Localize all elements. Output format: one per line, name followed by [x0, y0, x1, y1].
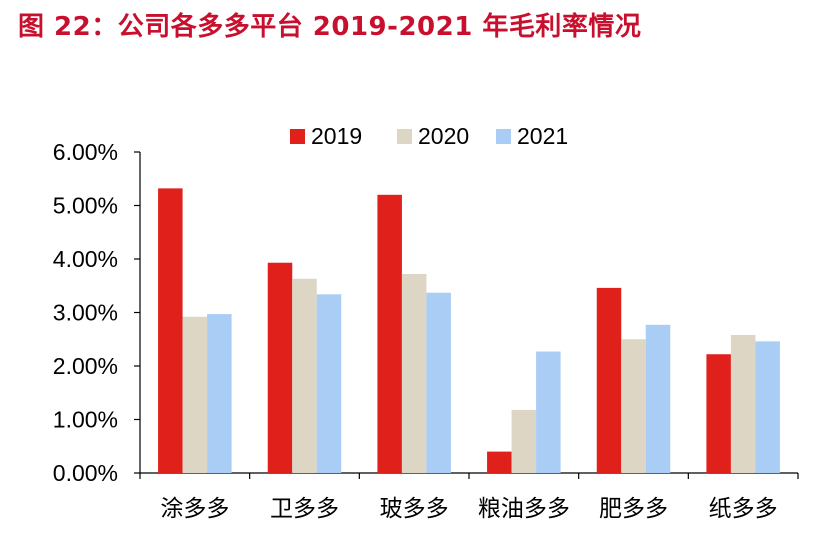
x-category-label: 卫多多: [270, 496, 339, 522]
bar-2020-6: [730, 334, 756, 473]
bar-2021-6: [755, 341, 780, 473]
legend-label-2020: 2020: [418, 123, 469, 149]
x-category-label: 纸多多: [709, 496, 778, 522]
bar-2020-5: [621, 339, 646, 473]
y-tick-label: 4.00%: [53, 246, 118, 272]
legend-label-2019: 2019: [311, 123, 362, 149]
legend: 2019 2020 2021: [290, 123, 568, 149]
chart-title: 图 22：公司各多多平台 2019-2021 年毛利率情况: [18, 12, 642, 42]
bar-2019-3: [377, 194, 402, 474]
bar-2020-4: [511, 409, 537, 473]
x-category-label: 粮油多多: [478, 496, 570, 522]
bar-2021-3: [426, 292, 451, 473]
y-tick-label: 3.00%: [53, 300, 118, 326]
bar-2020-1: [182, 316, 208, 473]
axes-layer: 0.00% 1.00% 2.00% 3.00% 4.00% 5.00% 6.00% 涂多多 卫多…: [53, 139, 799, 522]
x-category-label: 涂多多: [160, 496, 229, 522]
bar-2019-2: [267, 262, 293, 473]
legend-label-2021: 2021: [517, 123, 568, 149]
legend-swatch-2020: [397, 129, 412, 144]
x-category-label: 肥多多: [599, 496, 668, 522]
y-tick-label: 5.00%: [53, 193, 118, 219]
bars-layer: [158, 188, 780, 474]
bar-2020-3: [401, 273, 427, 473]
bar-2021-5: [645, 324, 671, 473]
bar-2021-1: [207, 314, 232, 473]
y-tick-label: 1.00%: [53, 407, 118, 433]
bar-2020-2: [292, 278, 317, 473]
bar-2019-1: [158, 188, 183, 473]
bar-2021-4: [536, 351, 561, 473]
legend-swatch-2019: [290, 129, 305, 144]
bar-2019-6: [706, 354, 731, 473]
y-tick-label: 6.00%: [53, 139, 118, 165]
bar-2021-2: [316, 294, 342, 473]
x-category-label: 玻多多: [380, 496, 449, 522]
legend-swatch-2021: [496, 129, 511, 144]
bar-2019-4: [487, 451, 512, 473]
y-tick-label: 0.00%: [53, 460, 118, 486]
bar-2019-5: [596, 287, 622, 473]
y-tick-label: 2.00%: [53, 353, 118, 379]
